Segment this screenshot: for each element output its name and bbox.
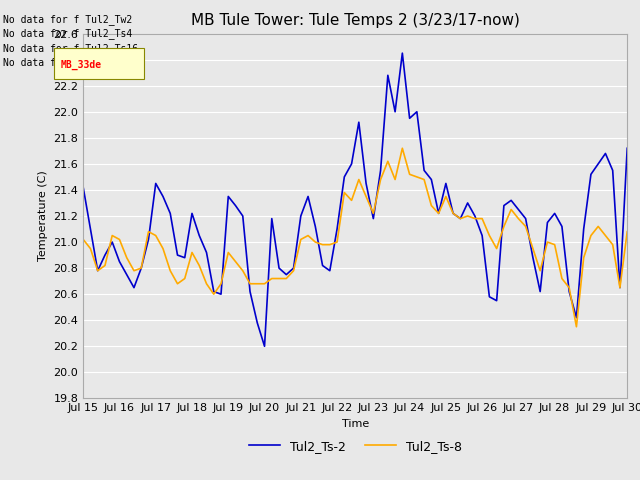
Tul2_Ts-8 bbox=[79, 237, 87, 242]
Tul2_Ts-2 bbox=[79, 184, 87, 190]
Tul2_Ts-8 bbox=[449, 211, 457, 216]
Tul2_Ts-2 bbox=[623, 145, 631, 151]
Tul2_Ts-8 bbox=[522, 224, 529, 229]
Tul2_Ts-2 bbox=[399, 50, 406, 56]
X-axis label: Time: Time bbox=[342, 419, 369, 429]
Tul2_Ts-8 bbox=[130, 268, 138, 274]
Tul2_Ts-8 bbox=[268, 276, 276, 281]
Line: Tul2_Ts-2: Tul2_Ts-2 bbox=[83, 53, 627, 346]
Tul2_Ts-2 bbox=[369, 216, 377, 221]
Text: No data for f Tul2_Tw2
No data for f Tul2_Ts4
No data for f Tul2_Ts16
No data fo: No data for f Tul2_Tw2 No data for f Tul… bbox=[3, 14, 138, 68]
Tul2_Ts-8 bbox=[399, 145, 406, 151]
Legend: Tul2_Ts-2, Tul2_Ts-8: Tul2_Ts-2, Tul2_Ts-8 bbox=[244, 435, 467, 458]
Tul2_Ts-8 bbox=[623, 229, 631, 235]
Text: MB_33de: MB_33de bbox=[61, 60, 102, 70]
Tul2_Ts-2 bbox=[442, 180, 450, 186]
Tul2_Ts-2 bbox=[130, 285, 138, 290]
Tul2_Ts-8 bbox=[362, 193, 370, 199]
Title: MB Tule Tower: Tule Temps 2 (3/23/17-now): MB Tule Tower: Tule Temps 2 (3/23/17-now… bbox=[191, 13, 520, 28]
Tul2_Ts-2 bbox=[260, 343, 268, 349]
Line: Tul2_Ts-8: Tul2_Ts-8 bbox=[83, 148, 627, 327]
Y-axis label: Temperature (C): Temperature (C) bbox=[38, 170, 48, 262]
Tul2_Ts-2 bbox=[456, 216, 464, 221]
Tul2_Ts-2 bbox=[275, 265, 283, 271]
Tul2_Ts-8 bbox=[573, 324, 580, 330]
Tul2_Ts-8 bbox=[435, 211, 442, 216]
Tul2_Ts-2 bbox=[529, 255, 537, 261]
